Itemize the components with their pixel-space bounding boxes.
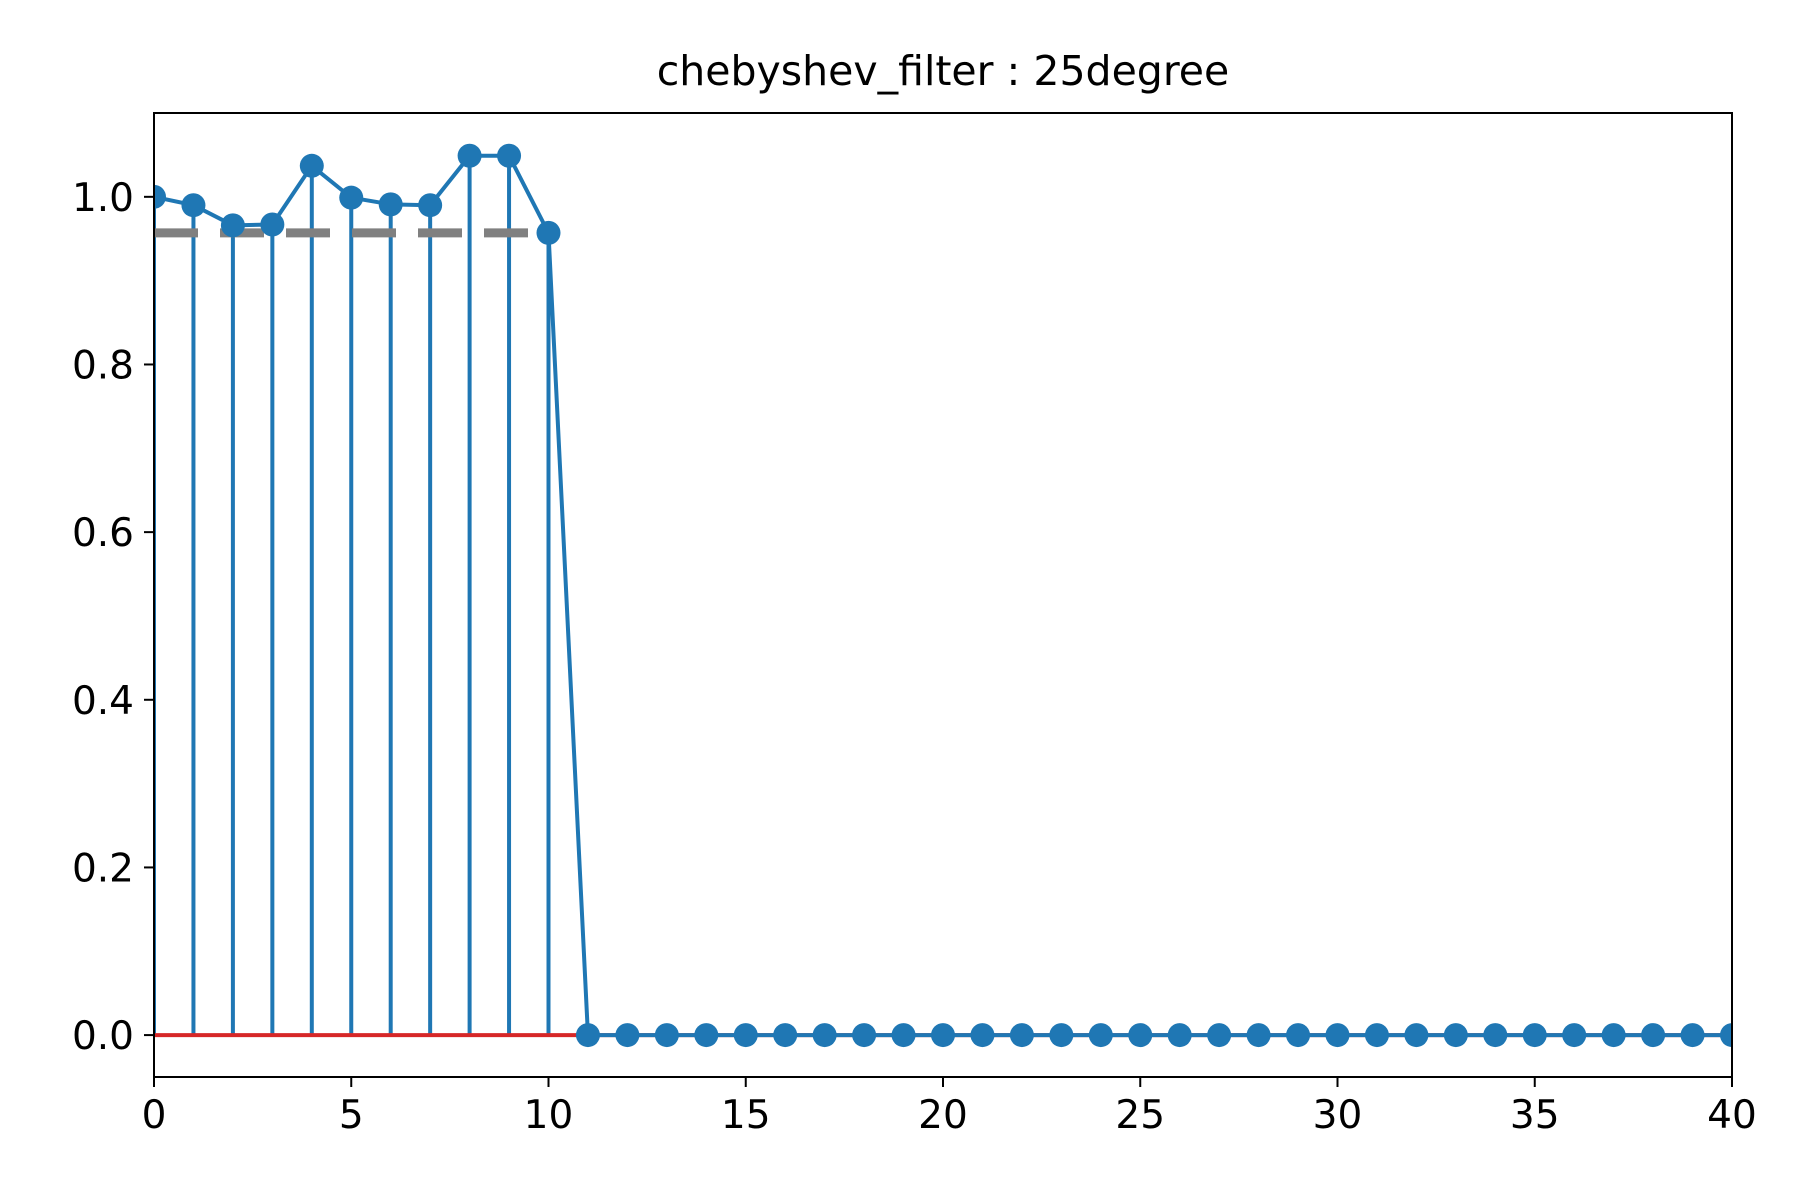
data-point [852,1023,877,1048]
data-point [220,213,245,238]
y-tick-label: 1.0 [72,176,134,221]
data-point [1049,1023,1074,1048]
plot-area [154,143,1732,1048]
y-tick-label: 0.8 [72,343,134,388]
data-point [1325,1023,1350,1048]
data-point [970,1023,995,1048]
x-tick-label: 5 [339,1093,364,1138]
data-point [1009,1023,1034,1048]
data-point [418,193,443,218]
data-point [575,1023,600,1048]
data-point [773,1023,798,1048]
data-point [1680,1023,1705,1048]
chart-title: chebyshev_filter : 25degree [657,47,1229,95]
data-point [812,1023,837,1048]
data-point [536,220,561,245]
data-point [181,193,206,218]
data-point [378,192,403,217]
data-point [1522,1023,1547,1048]
data-point [1720,1023,1732,1048]
data-point [1483,1023,1508,1048]
y-tick-label: 0.2 [72,846,134,891]
axes: 0 5 10 15 20 25 30 35 40 0.0 0.2 0.4 0.6 0.8 1.0 [72,112,1757,1138]
data-point [891,1023,916,1048]
x-tick-label: 40 [1707,1093,1757,1138]
data-point [733,1023,758,1048]
data-point [1443,1023,1468,1048]
data-point [497,143,522,168]
data-point [339,185,364,210]
data-point [1562,1023,1587,1048]
data-point [1641,1023,1666,1048]
data-point [1167,1023,1192,1048]
data-point [931,1023,955,1048]
data-point [299,153,324,178]
x-tick-label: 35 [1510,1093,1560,1138]
y-tick-label: 0.0 [72,1014,134,1059]
data-point [1364,1023,1389,1048]
x-tick-label: 15 [721,1093,771,1138]
data-point [154,184,166,209]
data-point [260,212,285,237]
x-tick-label: 30 [1313,1093,1363,1138]
data-point [615,1023,640,1048]
data-point [1207,1023,1232,1048]
data-point [694,1023,719,1048]
data-point [654,1023,679,1048]
x-tick-label: 20 [918,1093,968,1138]
x-tick-label: 0 [142,1093,167,1138]
y-tick-label: 0.4 [72,679,134,724]
data-point [1601,1023,1626,1048]
data-point [1088,1023,1113,1048]
x-tick-label: 10 [524,1093,574,1138]
x-tick-label: 25 [1115,1093,1165,1138]
data-point [1246,1023,1271,1048]
data-point [1128,1023,1153,1048]
y-tick-label: 0.6 [72,511,134,556]
data-point [1404,1023,1429,1048]
data-point [1286,1023,1311,1048]
plot-content [154,143,1732,1048]
data-point [457,143,482,168]
